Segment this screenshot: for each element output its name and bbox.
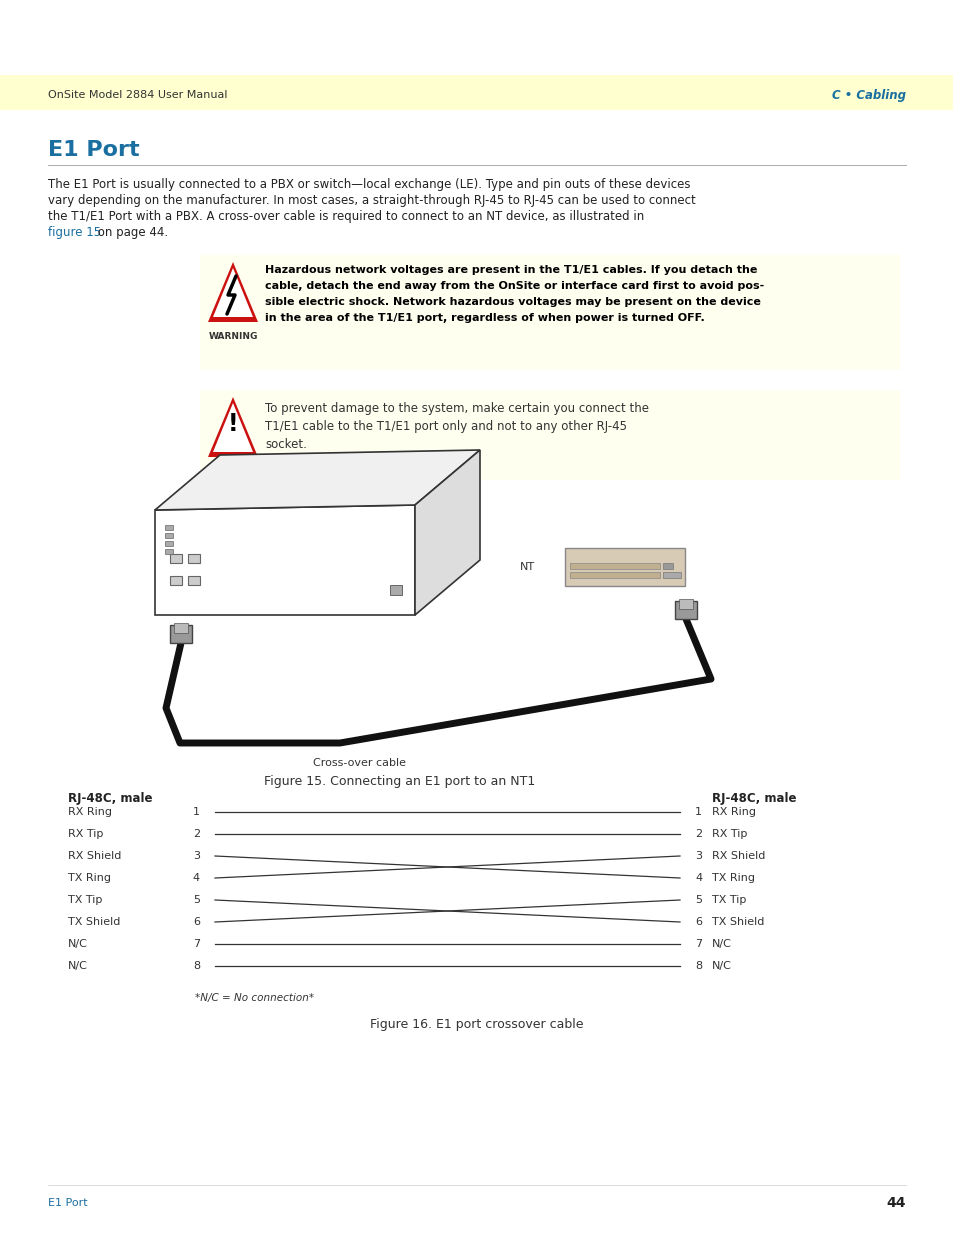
Text: Figure 15. Connecting an E1 port to an NT1: Figure 15. Connecting an E1 port to an N… — [264, 776, 535, 788]
Bar — [675, 601, 697, 619]
Bar — [662, 572, 680, 578]
Bar — [569, 572, 659, 578]
Polygon shape — [213, 403, 253, 452]
Bar — [165, 550, 172, 555]
Text: *N/C = No connection*: *N/C = No connection* — [194, 993, 314, 1003]
Text: 6: 6 — [193, 918, 200, 927]
Text: N/C: N/C — [68, 961, 88, 971]
Text: WARNING: WARNING — [208, 332, 257, 341]
Polygon shape — [415, 450, 479, 615]
Text: 8: 8 — [193, 961, 200, 971]
Text: RX Ring: RX Ring — [68, 806, 112, 818]
Text: in the area of the T1/E1 port, regardless of when power is turned OFF.: in the area of the T1/E1 port, regardles… — [265, 312, 704, 324]
Text: cable, detach the end away from the OnSite or interface card first to avoid pos-: cable, detach the end away from the OnSi… — [265, 282, 763, 291]
Text: RX Ring: RX Ring — [711, 806, 755, 818]
Polygon shape — [213, 268, 253, 317]
Bar — [165, 525, 172, 530]
Text: N/C: N/C — [711, 939, 731, 948]
Text: T1/E1 cable to the T1/E1 port only and not to any other RJ-45: T1/E1 cable to the T1/E1 port only and n… — [265, 420, 626, 433]
Text: sible electric shock. Network hazardous voltages may be present on the device: sible electric shock. Network hazardous … — [265, 296, 760, 308]
Text: RX Tip: RX Tip — [68, 829, 103, 839]
Text: RX Shield: RX Shield — [711, 851, 764, 861]
Text: Hazardous network voltages are present in the T1/E1 cables. If you detach the: Hazardous network voltages are present i… — [265, 266, 757, 275]
Text: 7: 7 — [193, 939, 200, 948]
Polygon shape — [208, 262, 257, 322]
Bar — [165, 541, 172, 546]
Text: WARNING: WARNING — [208, 467, 257, 475]
Text: 5: 5 — [695, 895, 701, 905]
Text: figure 15: figure 15 — [48, 226, 101, 240]
Text: 4: 4 — [695, 873, 701, 883]
Bar — [662, 563, 672, 569]
Bar — [200, 390, 899, 480]
Text: 2: 2 — [695, 829, 701, 839]
Text: vary depending on the manufacturer. In most cases, a straight-through RJ-45 to R: vary depending on the manufacturer. In m… — [48, 194, 695, 207]
Text: TX Tip: TX Tip — [68, 895, 102, 905]
Text: the T1/E1 Port with a PBX. A cross-over cable is required to connect to an NT de: the T1/E1 Port with a PBX. A cross-over … — [48, 210, 643, 224]
Bar — [188, 555, 200, 563]
Bar — [170, 576, 182, 585]
Bar — [173, 622, 188, 634]
Text: RX Tip: RX Tip — [711, 829, 746, 839]
Bar — [569, 563, 659, 569]
Text: !: ! — [228, 412, 238, 436]
Text: 3: 3 — [193, 851, 200, 861]
Text: 4: 4 — [193, 873, 200, 883]
Text: 8: 8 — [695, 961, 701, 971]
Text: N/C: N/C — [711, 961, 731, 971]
Text: 7: 7 — [695, 939, 701, 948]
Text: 44: 44 — [885, 1195, 905, 1210]
Bar — [188, 576, 200, 585]
FancyBboxPatch shape — [564, 548, 684, 585]
Polygon shape — [154, 505, 415, 615]
Text: OnSite Model 2884 User Manual: OnSite Model 2884 User Manual — [48, 90, 227, 100]
Text: Figure 16. E1 port crossover cable: Figure 16. E1 port crossover cable — [370, 1018, 583, 1031]
Text: RX Shield: RX Shield — [68, 851, 121, 861]
Text: TX Ring: TX Ring — [68, 873, 111, 883]
Text: N/C: N/C — [68, 939, 88, 948]
Text: 1: 1 — [695, 806, 701, 818]
Bar — [170, 625, 192, 643]
Bar — [200, 254, 899, 370]
Text: NT: NT — [519, 562, 535, 572]
Text: E1 Port: E1 Port — [48, 1198, 88, 1208]
Bar — [165, 534, 172, 538]
Text: RJ-48C, male: RJ-48C, male — [711, 792, 796, 805]
Text: C • Cabling: C • Cabling — [831, 89, 905, 101]
Bar — [170, 555, 182, 563]
Text: 2: 2 — [193, 829, 200, 839]
Text: TX Ring: TX Ring — [711, 873, 754, 883]
Bar — [390, 585, 401, 595]
Bar — [679, 599, 692, 609]
Text: 6: 6 — [695, 918, 701, 927]
Bar — [0, 75, 953, 110]
Text: TX Tip: TX Tip — [711, 895, 745, 905]
Text: TX Shield: TX Shield — [68, 918, 120, 927]
Polygon shape — [208, 396, 257, 457]
Text: Cross-over cable: Cross-over cable — [314, 758, 406, 768]
Text: The E1 Port is usually connected to a PBX or switch—local exchange (LE). Type an: The E1 Port is usually connected to a PB… — [48, 178, 690, 191]
Text: E1 Port: E1 Port — [48, 140, 139, 161]
Text: RJ-48C, male: RJ-48C, male — [68, 792, 152, 805]
Polygon shape — [154, 450, 479, 510]
Text: socket.: socket. — [265, 438, 307, 451]
Text: 1: 1 — [193, 806, 200, 818]
Text: 3: 3 — [695, 851, 701, 861]
Text: To prevent damage to the system, make certain you connect the: To prevent damage to the system, make ce… — [265, 403, 648, 415]
Text: 5: 5 — [193, 895, 200, 905]
Text: TX Shield: TX Shield — [711, 918, 763, 927]
Text: on page 44.: on page 44. — [94, 226, 168, 240]
